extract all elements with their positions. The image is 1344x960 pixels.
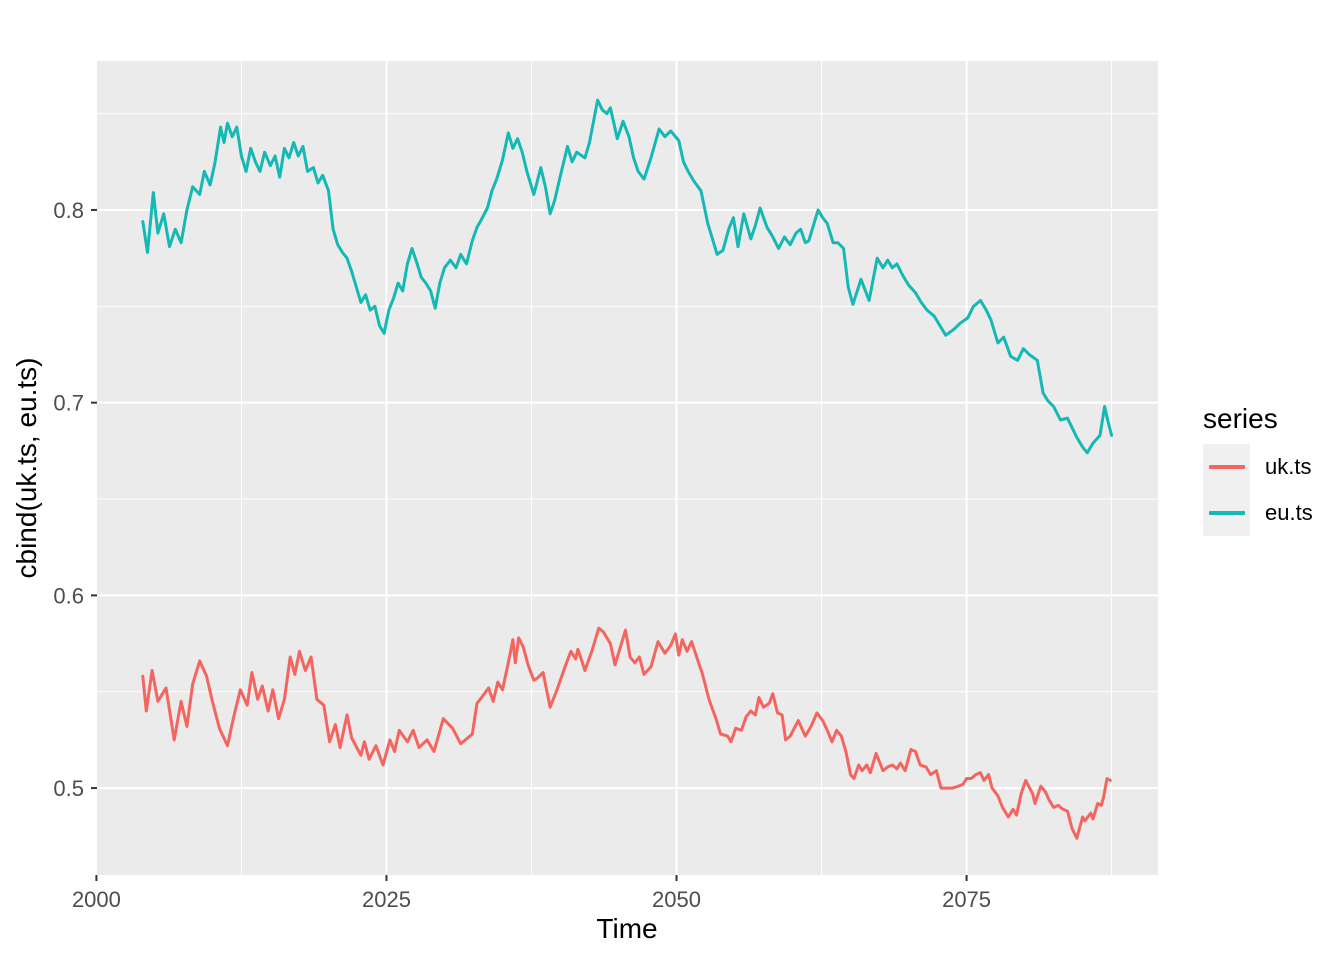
legend-label-eu: eu.ts [1265,500,1313,525]
legend-title: series [1203,403,1278,434]
y-axis-title: cbind(uk.ts, eu.ts) [11,357,42,579]
svg-text:2000: 2000 [72,887,121,912]
svg-text:0.7: 0.7 [53,391,84,416]
eu-line-swatch-icon [1208,511,1245,515]
legend-label-uk: uk.ts [1265,454,1312,479]
svg-text:2050: 2050 [652,887,701,912]
legend: series uk.ts eu.ts [1203,403,1313,536]
svg-text:2075: 2075 [942,887,991,912]
uk-line-swatch-icon [1208,465,1245,469]
legend-key-eu [1203,490,1250,536]
legend-key-uk [1203,444,1250,490]
svg-text:2025: 2025 [362,887,411,912]
svg-text:0.5: 0.5 [53,776,84,801]
legend-item-uk-ts: uk.ts [1203,444,1313,490]
legend-item-eu-ts: eu.ts [1203,490,1313,536]
svg-text:0.6: 0.6 [53,583,84,608]
svg-text:0.8: 0.8 [53,198,84,223]
legend-items: uk.ts eu.ts [1203,444,1313,536]
x-axis-title: Time [596,913,658,944]
